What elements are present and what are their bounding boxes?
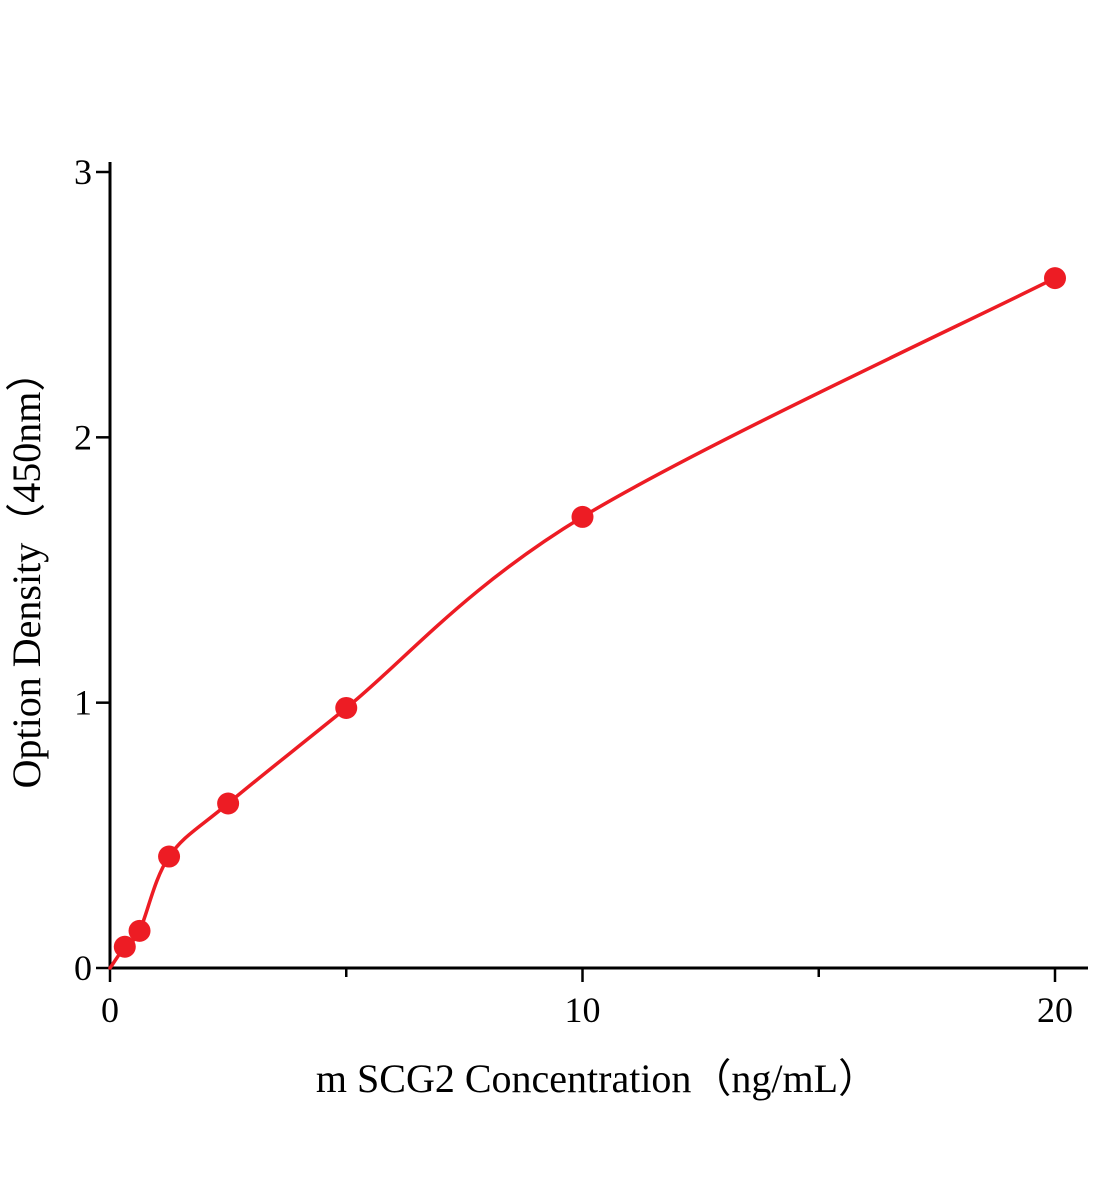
x-tick-label: 0 xyxy=(101,990,119,1030)
x-axis-title: m SCG2 Concentration（ng/mL） xyxy=(316,1056,878,1101)
x-tick-label: 10 xyxy=(565,990,601,1030)
x-axis-tick-labels: 0 10 20 xyxy=(101,990,1073,1030)
y-tick-label: 3 xyxy=(74,152,92,192)
x-axis-ticks xyxy=(108,968,1057,982)
x-tick-label: 20 xyxy=(1037,990,1073,1030)
y-tick-label: 0 xyxy=(74,948,92,988)
data-point xyxy=(571,505,594,528)
y-axis-tick-labels: 0 1 2 3 xyxy=(74,152,92,988)
data-point xyxy=(113,935,136,958)
y-tick-label: 2 xyxy=(74,417,92,457)
data-point xyxy=(217,792,240,815)
axes xyxy=(108,162,1088,970)
data-point xyxy=(158,845,181,868)
y-tick-label: 1 xyxy=(74,683,92,723)
data-point xyxy=(1044,267,1066,290)
y-axis-ticks xyxy=(96,170,110,970)
data-points xyxy=(113,267,1066,958)
y-axis-title: Option Density（450nm） xyxy=(4,352,49,789)
fitted-curve xyxy=(108,276,1057,970)
data-point xyxy=(128,919,151,942)
data-point xyxy=(335,696,358,719)
